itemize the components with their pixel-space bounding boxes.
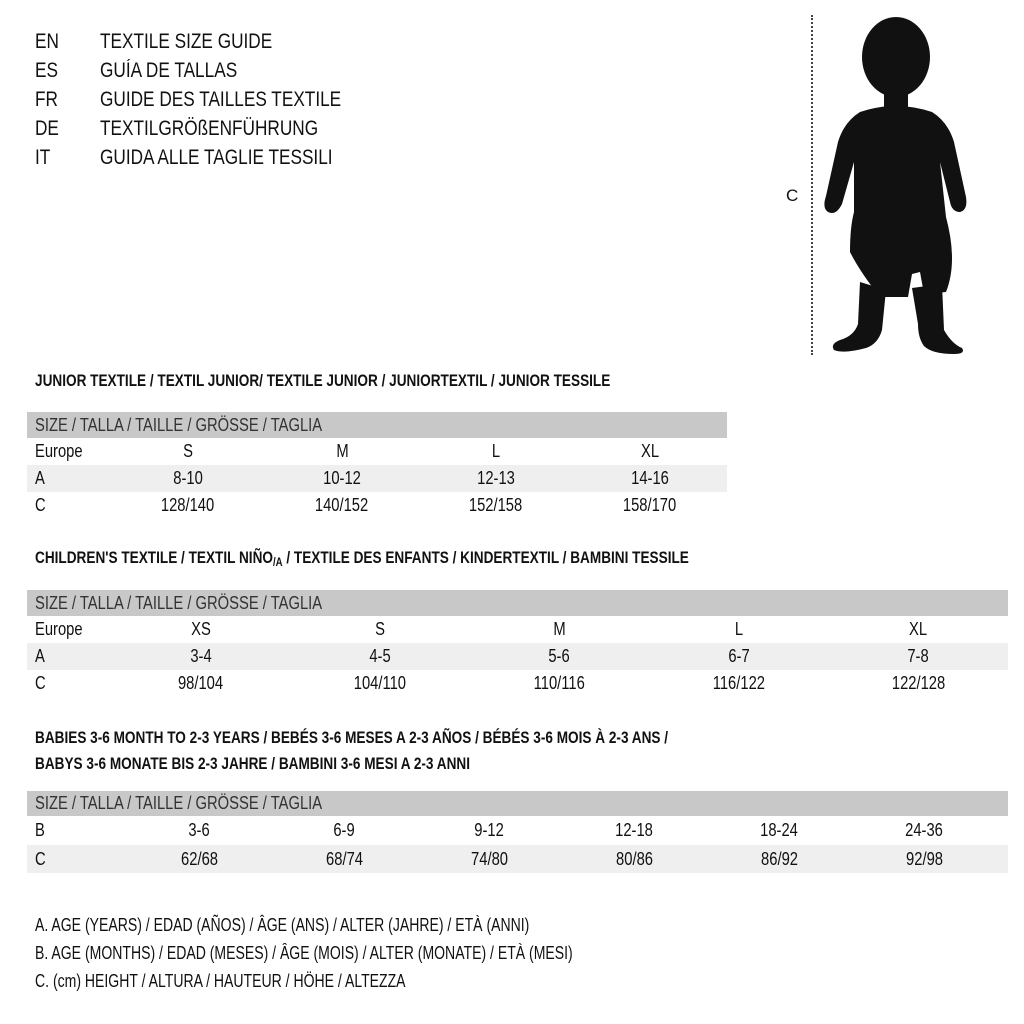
babies-section-title-line1: BABIES 3-6 MONTH TO 2-3 YEARS / BEBÉS 3-… (35, 728, 826, 748)
children-size-table: SIZE / TALLA / TAILLE / GRÖSSE / TAGLIA … (27, 590, 1008, 697)
table-header-text: SIZE / TALLA / TAILLE / GRÖSSE / TAGLIA (35, 593, 323, 613)
table-cell: 140/152 (315, 495, 369, 515)
table-cell: 122/128 (891, 673, 945, 693)
child-silhouette-icon (824, 17, 967, 354)
table-cell: 14-16 (631, 468, 669, 488)
table-cell: 80/86 (616, 849, 653, 869)
table-cell: 18-24 (760, 820, 799, 840)
babies-size-table: SIZE / TALLA / TAILLE / GRÖSSE / TAGLIA … (27, 791, 1008, 873)
table-row-b: B 3-6 6-9 9-12 12-18 18-24 24-36 (27, 816, 1008, 845)
language-code: EN (35, 30, 59, 53)
table-cell: 5-6 (548, 646, 571, 666)
table-cell: 12-18 (615, 820, 654, 840)
table-cell: L (491, 441, 501, 461)
language-code: IT (35, 146, 51, 169)
junior-section-title: JUNIOR TEXTILE / TEXTIL JUNIOR/ TEXTILE … (35, 371, 754, 391)
language-code: DE (35, 117, 59, 140)
table-row-a: A 8-10 10-12 12-13 14-16 (27, 465, 727, 492)
table-cell: 24-36 (905, 820, 944, 840)
row-label: A (35, 646, 45, 666)
language-title: GUIDE DES TAILLES TEXTILE (100, 88, 342, 111)
babies-title-text: BABIES 3-6 MONTH TO 2-3 YEARS / BEBÉS 3-… (35, 728, 669, 747)
table-cell: M (335, 441, 349, 461)
table-row-c: C 62/68 68/74 74/80 80/86 86/92 92/98 (27, 845, 1008, 873)
table-header-text: SIZE / TALLA / TAILLE / GRÖSSE / TAGLIA (35, 415, 323, 435)
height-measure-line (811, 15, 813, 355)
row-label: C (35, 849, 46, 869)
row-label: C (35, 673, 46, 693)
row-label: Europe (35, 619, 83, 639)
legend-a: A. AGE (YEARS) / EDAD (AÑOS) / ÂGE (ANS)… (35, 915, 669, 936)
table-cell: 3-6 (188, 820, 211, 840)
table-cell: XL (909, 619, 928, 639)
table-cell: L (734, 619, 743, 639)
table-cell: 92/98 (906, 849, 943, 869)
language-code: ES (35, 59, 58, 82)
table-cell: 3-4 (190, 646, 212, 666)
table-cell: 7-8 (907, 646, 929, 666)
table-cell: 6-7 (728, 646, 750, 666)
table-cell: M (553, 619, 566, 639)
table-cell: 152/158 (469, 495, 523, 515)
table-cell: 6-9 (333, 820, 356, 840)
table-header: SIZE / TALLA / TAILLE / GRÖSSE / TAGLIA (27, 791, 1008, 816)
table-header-text: SIZE / TALLA / TAILLE / GRÖSSE / TAGLIA (35, 793, 323, 813)
row-label: B (35, 820, 45, 840)
language-title: GUIDA ALLE TAGLIE TESSILI (100, 146, 333, 169)
table-cell: 158/170 (623, 495, 677, 515)
language-title: GUÍA DE TALLAS (100, 59, 238, 82)
table-row-europe: Europe S M L XL (27, 438, 727, 465)
table-cell: 110/116 (533, 673, 586, 693)
babies-title-text: BABYS 3-6 MONATE BIS 2-3 JAHRE / BAMBINI… (35, 754, 471, 773)
legend-text: C. (cm) HEIGHT / ALTURA / HAUTEUR / HÖHE… (35, 971, 406, 991)
table-cell: S (183, 441, 193, 461)
table-cell: 74/80 (471, 849, 508, 869)
table-row-europe: Europe XS S M L XL (27, 616, 1008, 643)
legend-text: A. AGE (YEARS) / EDAD (AÑOS) / ÂGE (ANS)… (35, 915, 530, 935)
table-cell: XS (190, 619, 211, 639)
table-cell: 68/74 (326, 849, 363, 869)
table-cell: 9-12 (474, 820, 505, 840)
table-cell: S (375, 619, 386, 639)
language-code: FR (35, 88, 58, 111)
legend-text: B. AGE (MONTHS) / EDAD (MESES) / ÂGE (MO… (35, 943, 573, 963)
table-cell: 8-10 (173, 468, 203, 488)
legend-c: C. (cm) HEIGHT / ALTURA / HAUTEUR / HÖHE… (35, 971, 510, 992)
table-cell: 4-5 (369, 646, 391, 666)
table-cell: 128/140 (161, 495, 215, 515)
row-label: C (35, 495, 46, 515)
height-measure-label: C (786, 186, 799, 205)
table-cell: XL (640, 441, 660, 461)
language-title: TEXTILE SIZE GUIDE (100, 30, 273, 53)
table-cell: 62/68 (181, 849, 218, 869)
table-cell: 116/122 (712, 673, 765, 693)
table-header: SIZE / TALLA / TAILLE / GRÖSSE / TAGLIA (27, 412, 727, 438)
row-label: Europe (35, 441, 83, 461)
table-cell: 12-13 (477, 468, 515, 488)
table-cell: 86/92 (761, 849, 798, 869)
table-row-c: C 128/140 140/152 152/158 158/170 (27, 492, 727, 519)
table-cell: 10-12 (323, 468, 361, 488)
junior-size-table: SIZE / TALLA / TAILLE / GRÖSSE / TAGLIA … (27, 412, 727, 519)
table-row-a: A 3-4 4-5 5-6 6-7 7-8 (27, 643, 1008, 670)
table-cell: 104/110 (353, 673, 407, 693)
table-cell: 98/104 (178, 673, 224, 693)
babies-section-title-line2: BABYS 3-6 MONATE BIS 2-3 JAHRE / BAMBINI… (35, 754, 579, 774)
legend-b: B. AGE (MONTHS) / EDAD (MESES) / ÂGE (MO… (35, 943, 724, 964)
children-title-text: CHILDREN'S TEXTILE / TEXTIL NIÑO/A / TEX… (35, 548, 689, 569)
row-label: A (35, 468, 45, 488)
language-title: TEXTILGRÖßENFÜHRUNG (100, 117, 319, 140)
junior-title-text: JUNIOR TEXTILE / TEXTIL JUNIOR/ TEXTILE … (35, 371, 611, 390)
table-header: SIZE / TALLA / TAILLE / GRÖSSE / TAGLIA (27, 590, 1008, 616)
children-section-title: CHILDREN'S TEXTILE / TEXTIL NIÑO/A / TEX… (35, 548, 852, 569)
table-row-c: C 98/104 104/110 110/116 116/122 122/128 (27, 670, 1008, 697)
